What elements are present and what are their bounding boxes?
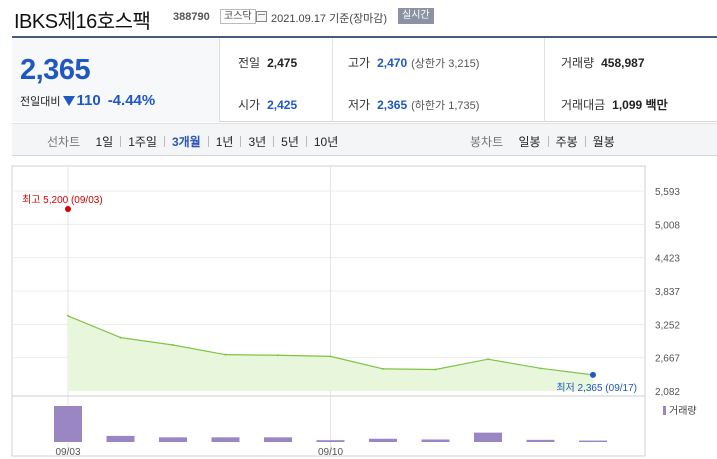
stat-sub: (상한가 3,215) bbox=[411, 58, 480, 70]
y-tick-label: 3,252 bbox=[655, 320, 680, 331]
price-summary: 2,365 전일대비 110 -4.44% 전일 2,475 시가 2,425 고가 2,… bbox=[12, 36, 717, 122]
line-chart-tabs: 선차트 1일 1주일 3개월 1년 3년 5년 10년 bbox=[47, 133, 339, 150]
low-marker-label: 최저 2,365 (09/17) bbox=[556, 382, 637, 394]
tab-line-2[interactable]: 3개월 bbox=[171, 135, 201, 149]
y-tick-label: 2,082 bbox=[655, 387, 680, 398]
y-tick-label: 5,593 bbox=[655, 187, 680, 198]
tab-separator bbox=[163, 136, 165, 147]
price-point bbox=[329, 355, 332, 358]
price-chart: 5,593 5,008 4,423 3,837 3,252 2,667 2,082 최고 5,… bbox=[11, 165, 697, 458]
current-price: 2,365 bbox=[20, 54, 91, 86]
divider bbox=[544, 38, 545, 122]
tab-line-3[interactable]: 1년 bbox=[215, 135, 234, 149]
stat-high: 고가 2,470 (상한가 3,215) bbox=[348, 54, 479, 71]
stock-code: 388790 bbox=[173, 11, 210, 23]
stat-label: 저가 bbox=[348, 98, 371, 112]
tab-line-1[interactable]: 1주일 bbox=[128, 135, 157, 149]
volume-bar bbox=[369, 438, 397, 442]
price-point bbox=[434, 368, 437, 371]
stat-value: 2,425 bbox=[267, 98, 298, 112]
stat-prev-close: 전일 2,475 bbox=[238, 54, 297, 71]
low-marker-dot bbox=[590, 371, 596, 378]
stat-open: 시가 2,425 bbox=[238, 96, 297, 113]
price-point bbox=[382, 367, 384, 370]
volume-legend-swatch bbox=[663, 406, 666, 415]
tab-separator bbox=[547, 136, 549, 147]
tab-separator bbox=[240, 136, 242, 147]
tab-line-6[interactable]: 10년 bbox=[313, 135, 339, 149]
tab-separator bbox=[305, 136, 307, 147]
stock-name: IBKS제16호스팩 bbox=[14, 11, 151, 33]
tab-line-4[interactable]: 3년 bbox=[248, 135, 267, 149]
volume-bar bbox=[579, 440, 607, 442]
price-point bbox=[67, 314, 69, 317]
stat-value: 458,987 bbox=[601, 56, 645, 70]
chart-tab-bar: 선차트 1일 1주일 3개월 1년 3년 5년 10년 봉차트 일봉 주봉 월봉 bbox=[12, 123, 717, 156]
candle-chart-tabs: 봉차트 일봉 주봉 월봉 bbox=[470, 133, 616, 150]
price-point bbox=[277, 354, 279, 357]
stat-value: 2,365 bbox=[377, 98, 408, 112]
tab-separator bbox=[207, 136, 209, 147]
price-point bbox=[487, 358, 489, 361]
volume-legend-label: 거래량 bbox=[669, 405, 697, 417]
tab-candle-1[interactable]: 주봉 bbox=[555, 135, 578, 149]
stat-volume: 거래량 458,987 bbox=[561, 54, 645, 71]
tab-separator bbox=[273, 136, 275, 147]
base-date: 2021.09.17 기준(장마감) bbox=[271, 13, 388, 25]
stat-label: 고가 bbox=[348, 56, 371, 70]
volume-bar bbox=[421, 439, 450, 442]
volume-bar bbox=[211, 437, 240, 442]
y-tick-label: 4,423 bbox=[655, 254, 680, 265]
market-badge: 코스닥 bbox=[220, 9, 256, 24]
change-row: 전일대비 110 -4.44% bbox=[20, 92, 155, 109]
volume-bar bbox=[54, 406, 82, 442]
volume-bar bbox=[264, 437, 292, 442]
price-point bbox=[172, 343, 174, 346]
price-point bbox=[119, 336, 122, 339]
stat-low: 저가 2,365 (하한가 1,735) bbox=[348, 96, 479, 113]
stat-value: 1,099 백만 bbox=[612, 98, 668, 112]
stat-label: 전일 bbox=[238, 56, 261, 70]
tab-line-0[interactable]: 1일 bbox=[95, 135, 114, 149]
x-tick-label: 09/10 bbox=[318, 447, 343, 458]
high-marker-dot bbox=[65, 206, 71, 212]
price-point bbox=[539, 367, 542, 370]
change-label: 전일대비 bbox=[20, 96, 61, 108]
down-arrow-icon bbox=[63, 96, 76, 106]
y-tick-label: 5,008 bbox=[655, 220, 680, 231]
stat-value: 2,475 bbox=[267, 56, 298, 70]
line-chart-title: 선차트 bbox=[47, 135, 81, 149]
volume-bar bbox=[159, 437, 187, 442]
x-tick-label: 09/03 bbox=[55, 447, 80, 458]
tab-separator bbox=[120, 136, 122, 147]
high-marker-label: 최고 5,200 (09/03) bbox=[22, 194, 103, 206]
stat-label: 거래대금 bbox=[561, 98, 606, 112]
volume-bar bbox=[106, 435, 135, 442]
plot-frame bbox=[11, 165, 646, 457]
volume-bar bbox=[474, 432, 502, 442]
y-tick-label: 2,667 bbox=[655, 354, 680, 365]
change-percent: -4.44% bbox=[107, 92, 156, 109]
current-price-box: 2,365 전일대비 110 -4.44% bbox=[12, 38, 220, 122]
stat-label: 시가 bbox=[238, 98, 261, 112]
stat-value: 2,470 bbox=[377, 56, 408, 70]
realtime-button[interactable]: 실시간 bbox=[398, 8, 434, 24]
volume-bar bbox=[526, 439, 555, 442]
stat-label: 거래량 bbox=[561, 56, 595, 70]
y-tick-label: 3,837 bbox=[655, 287, 680, 298]
stock-header: IBKS제16호스팩 388790 코스닥 2021.09.17 기준(장마감)… bbox=[0, 0, 717, 36]
tab-candle-2[interactable]: 월봉 bbox=[592, 135, 615, 149]
tab-line-5[interactable]: 5년 bbox=[281, 135, 299, 149]
stat-sub: (하한가 1,735) bbox=[411, 100, 480, 112]
tab-candle-0[interactable]: 일봉 bbox=[518, 135, 541, 149]
candle-chart-title: 봉차트 bbox=[470, 135, 504, 149]
divider bbox=[332, 38, 333, 122]
tab-separator bbox=[584, 136, 586, 147]
stat-amount: 거래대금 1,099 백만 bbox=[561, 96, 668, 113]
price-point bbox=[224, 353, 227, 356]
volume-bar bbox=[316, 440, 345, 442]
calendar-icon bbox=[256, 11, 267, 22]
change-value: 110 bbox=[76, 92, 101, 109]
price-area-fill bbox=[68, 315, 593, 391]
